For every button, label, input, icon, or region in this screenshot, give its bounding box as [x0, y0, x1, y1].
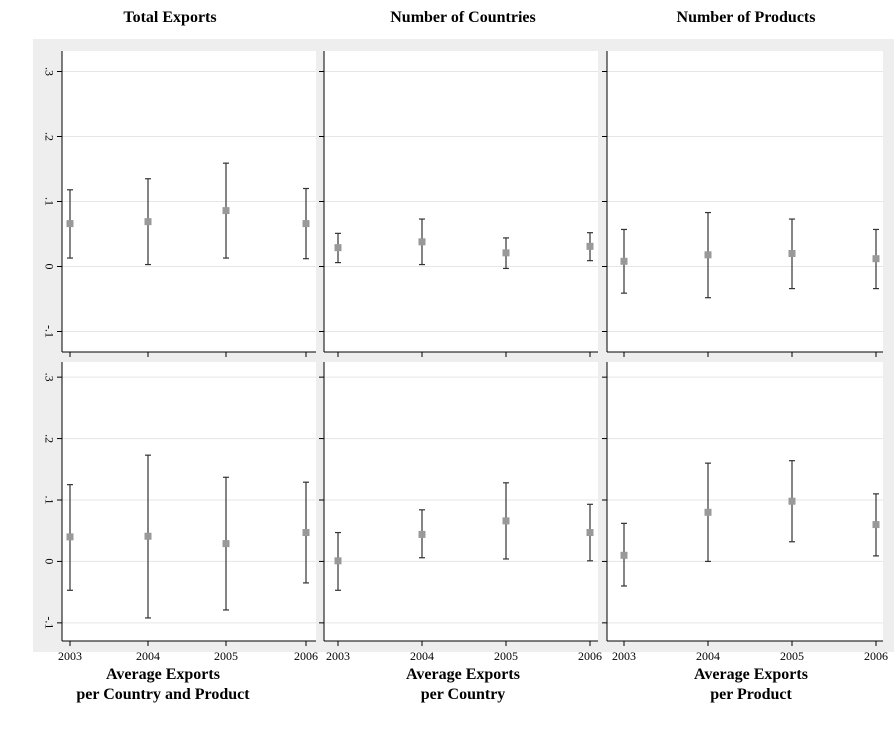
- x-tick-label: 2006: [294, 649, 318, 663]
- x-tick-label: 2004: [696, 649, 720, 663]
- x-tick-label: 2003: [326, 649, 350, 663]
- point-marker: [144, 532, 152, 540]
- panel-title-number-of-products: Number of Products: [676, 9, 816, 26]
- point-marker: [872, 521, 880, 529]
- point-marker: [66, 533, 74, 541]
- x-tick-label: 2003: [58, 649, 82, 663]
- x-tick-label: 2005: [214, 649, 238, 663]
- plot-area: [607, 362, 883, 641]
- title-line-1: Average Exports: [406, 666, 520, 683]
- x-tick-label: 2003: [612, 649, 636, 663]
- y-tick-label: .2: [42, 132, 56, 141]
- point-marker: [620, 257, 628, 265]
- point-marker: [586, 529, 594, 537]
- y-tick-label: .3: [42, 67, 56, 76]
- y-tick-label: .1: [42, 197, 56, 206]
- y-tick-label: 0: [42, 558, 56, 564]
- point-marker: [620, 551, 628, 559]
- point-marker: [872, 255, 880, 263]
- point-marker: [334, 557, 342, 565]
- x-tick-label: 2006: [578, 649, 602, 663]
- y-tick-label: -.1: [42, 325, 56, 338]
- panel-3: [602, 51, 883, 357]
- plot-area: [62, 362, 316, 641]
- point-marker: [704, 508, 712, 516]
- panel-title-average-exports-per-country: Average Exports per Country: [323, 665, 603, 705]
- panel-title-average-exports-per-product: Average Exports per Product: [611, 665, 891, 705]
- point-marker: [418, 238, 426, 246]
- y-tick-label: -.1: [42, 616, 56, 629]
- point-marker: [788, 497, 796, 505]
- panel-6: 2003 2004 2005 2006: [602, 362, 888, 663]
- x-tick-label: 2005: [494, 649, 518, 663]
- point-marker: [222, 540, 230, 548]
- plot-area: [324, 362, 598, 641]
- title-line-1: Average Exports: [106, 666, 220, 683]
- panel-title-number-of-countries: Number of Countries: [390, 9, 536, 26]
- panel-1: .3 .2 .1 0 -.1: [42, 51, 316, 357]
- point-marker: [502, 249, 510, 257]
- panel-2: [319, 51, 598, 357]
- panel-title-total-exports: Total Exports: [123, 9, 217, 26]
- point-marker: [418, 530, 426, 538]
- title-line-2: per Product: [710, 686, 792, 703]
- y-tick-label: .1: [42, 496, 56, 505]
- point-marker: [334, 244, 342, 252]
- y-tick-label: .3: [42, 373, 56, 382]
- point-marker: [788, 250, 796, 257]
- panel-5: 2003 2004 2005 2006: [319, 362, 602, 663]
- panel-title-average-exports-per-country-and-product: Average Exports per Country and Product: [23, 665, 303, 705]
- x-tick-label: 2006: [864, 649, 888, 663]
- point-marker: [222, 207, 230, 215]
- title-line-1: Average Exports: [694, 666, 808, 683]
- point-marker: [586, 242, 594, 250]
- point-marker: [502, 517, 510, 525]
- point-marker: [302, 220, 310, 228]
- panel-4: .3 .2 .1 0 -.1 2003 2004 2005 2006: [42, 362, 318, 663]
- title-line-2: per Country: [420, 686, 506, 703]
- point-marker: [66, 220, 74, 228]
- point-marker: [144, 218, 152, 226]
- y-tick-label: .2: [42, 434, 56, 443]
- title-line-2: per Country and Product: [76, 686, 250, 703]
- y-tick-label: 0: [42, 264, 56, 270]
- point-marker: [704, 251, 712, 259]
- x-tick-label: 2004: [410, 649, 434, 663]
- x-tick-label: 2005: [780, 649, 804, 663]
- point-marker: [302, 529, 310, 537]
- x-tick-label: 2004: [136, 649, 160, 663]
